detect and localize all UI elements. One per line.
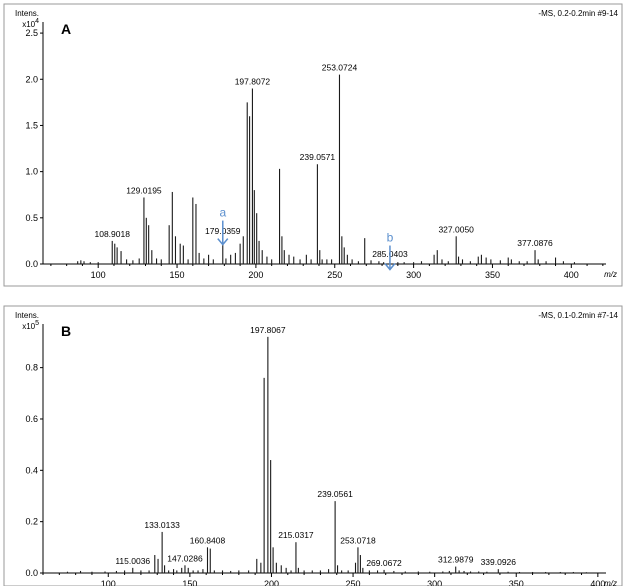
y-tick-label: 0.8 bbox=[25, 363, 38, 373]
peak-label: 147.0286 bbox=[167, 553, 203, 563]
x-tick-label: 350 bbox=[509, 579, 524, 586]
y-multiplier: x104 bbox=[22, 18, 39, 29]
x-tick-label: 350 bbox=[485, 270, 500, 280]
y-tick-label: 0.2 bbox=[25, 517, 38, 527]
y-tick-label: 0.6 bbox=[25, 414, 38, 424]
peak-label: 129.0195 bbox=[126, 185, 162, 195]
peak-label: 215.0317 bbox=[278, 530, 314, 540]
acquisition-header: -MS, 0.2-0.2min #9-14 bbox=[538, 9, 618, 18]
x-tick-label: 100 bbox=[101, 579, 116, 586]
peak-label: 197.8072 bbox=[235, 77, 271, 87]
y-axis-title: Intens. bbox=[15, 311, 39, 320]
peak-label: 253.0724 bbox=[322, 63, 358, 73]
peak-label: 115.0036 bbox=[115, 556, 150, 566]
x-tick-label: 150 bbox=[182, 579, 197, 586]
peak-label: 377.0876 bbox=[517, 238, 553, 248]
y-multiplier-exponent: 5 bbox=[35, 320, 39, 327]
annotation-arrow-head bbox=[217, 238, 229, 246]
x-tick-label: 250 bbox=[327, 270, 342, 280]
peak-label: 269.0672 bbox=[366, 558, 402, 568]
y-multiplier: x105 bbox=[22, 320, 39, 331]
annotation-arrow-head bbox=[384, 263, 396, 271]
y-tick-label: 1.0 bbox=[25, 167, 38, 177]
annotation-letter: a bbox=[219, 206, 226, 220]
y-tick-label: 1.5 bbox=[25, 120, 38, 130]
x-tick-label: 100 bbox=[91, 270, 106, 280]
panel-frame bbox=[3, 305, 623, 586]
peak-label: 239.0561 bbox=[317, 489, 353, 499]
y-axis-title: Intens. bbox=[15, 9, 39, 18]
acquisition-header: -MS, 0.1-0.2min #7-14 bbox=[538, 311, 618, 320]
x-tick-label: 300 bbox=[427, 579, 442, 586]
x-tick-label: 300 bbox=[406, 270, 421, 280]
y-tick-label: 0.0 bbox=[25, 568, 38, 578]
peak-label: 312.9879 bbox=[438, 555, 474, 565]
panel-frame bbox=[3, 3, 623, 287]
x-axis-title: m/z bbox=[604, 579, 617, 586]
x-axis-title: m/z bbox=[604, 270, 617, 279]
panel-label: B bbox=[61, 323, 71, 339]
x-tick-label: 400 bbox=[564, 270, 579, 280]
x-tick-label: 150 bbox=[170, 270, 185, 280]
y-tick-label: 0.4 bbox=[25, 465, 38, 475]
peak-label: 108.9018 bbox=[95, 229, 131, 239]
y-multiplier-base: x10 bbox=[22, 20, 35, 29]
x-tick-label: 200 bbox=[248, 270, 263, 280]
peak-label: 327.0050 bbox=[438, 224, 474, 234]
peak-label: 160.8408 bbox=[190, 535, 226, 545]
y-multiplier-exponent: 4 bbox=[35, 18, 39, 25]
annotation-letter: b bbox=[387, 231, 394, 245]
x-tick-label: 200 bbox=[264, 579, 279, 586]
x-tick-label: 400 bbox=[590, 579, 605, 586]
peak-label: 253.0718 bbox=[340, 535, 376, 545]
peak-label: 197.8067 bbox=[250, 325, 286, 335]
y-multiplier-base: x10 bbox=[22, 322, 35, 331]
y-tick-label: 2.0 bbox=[25, 74, 38, 84]
peak-label: 239.0571 bbox=[300, 152, 336, 162]
y-tick-label: 0.5 bbox=[25, 213, 38, 223]
panel-label: A bbox=[61, 21, 71, 37]
peak-label: 339.0926 bbox=[481, 557, 517, 567]
peak-label: 133.0133 bbox=[144, 520, 180, 530]
x-tick-label: 250 bbox=[346, 579, 361, 586]
y-tick-label: 0.0 bbox=[25, 259, 38, 269]
y-tick-label: 2.5 bbox=[25, 28, 38, 38]
